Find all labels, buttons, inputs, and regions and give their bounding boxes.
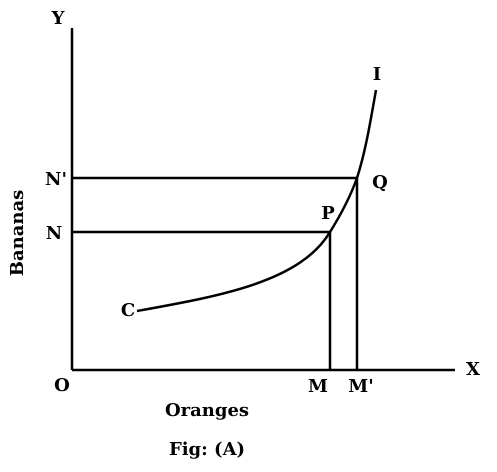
point-label: P [321, 203, 335, 224]
caption: Fig: (A) [169, 439, 245, 460]
axis-label: X [466, 359, 480, 380]
point-label: Q [372, 172, 388, 193]
point-label: M' [348, 376, 373, 397]
point-label: N' [45, 169, 67, 190]
point-label: N [46, 223, 62, 244]
point-label: M [308, 376, 328, 397]
axis-title: Oranges [165, 400, 249, 421]
indifference-curve [136, 89, 378, 313]
point-label: I [373, 64, 381, 85]
axis-title: Bananas [7, 190, 28, 277]
axis-label: Y [51, 8, 66, 29]
origin-label: O [54, 375, 70, 396]
point-label: C [121, 300, 135, 321]
